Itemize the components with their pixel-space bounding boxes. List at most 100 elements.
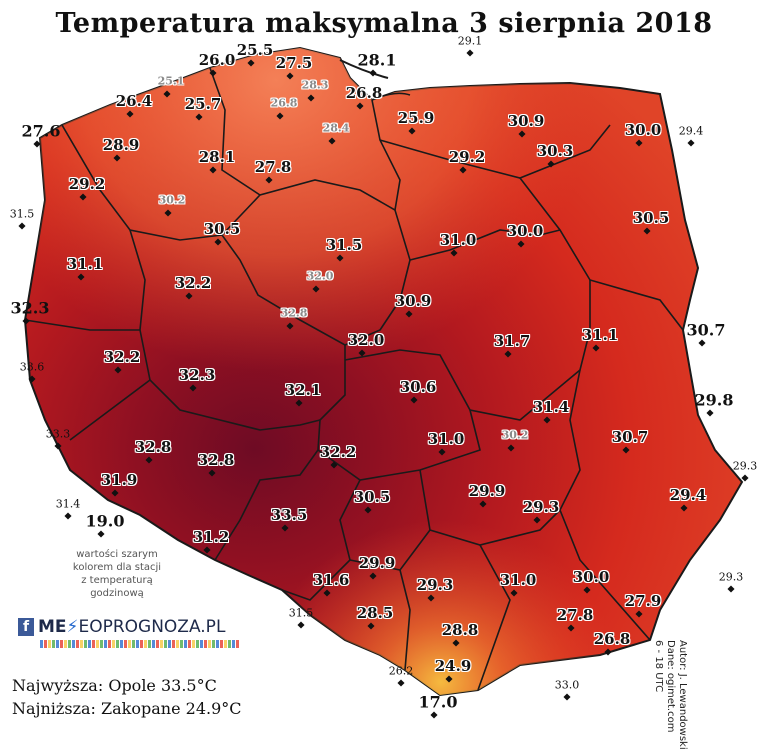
station-temperature: 25.1 bbox=[157, 74, 185, 88]
station-temperature: 30.0 bbox=[572, 568, 610, 586]
station-temperature: 32.8 bbox=[280, 306, 308, 320]
station-temperature: 25.7 bbox=[184, 95, 222, 113]
credit-line: Autor: J. Lewandowski bbox=[677, 640, 688, 750]
station-temperature: 31.7 bbox=[493, 332, 531, 350]
facebook-icon: f bbox=[18, 618, 34, 636]
station-temperature: 29.3 bbox=[416, 576, 454, 594]
station-temperature: 26.8 bbox=[270, 96, 298, 110]
station-temperature: 32.1 bbox=[284, 381, 322, 399]
station-temperature: 30.5 bbox=[353, 488, 391, 506]
poland-map bbox=[23, 46, 744, 697]
station-temperature: 33.0 bbox=[554, 678, 580, 692]
note-line: godzinową bbox=[90, 588, 144, 599]
logo-text-right: EOPROGNOZA.PL bbox=[78, 617, 226, 637]
station-temperature: 31.1 bbox=[66, 255, 104, 273]
station-temperature: 30.5 bbox=[632, 209, 670, 227]
station-temperature: 25.9 bbox=[397, 109, 435, 127]
station-temperature: 31.4 bbox=[55, 497, 81, 511]
station-temperature: 28.1 bbox=[198, 148, 236, 166]
station-temperature: 30.7 bbox=[686, 320, 726, 340]
station-temperature: 31.5 bbox=[288, 606, 314, 620]
station-temperature: 30.5 bbox=[203, 220, 241, 238]
station-temperature: 31.0 bbox=[427, 430, 465, 448]
station-temperature: 28.9 bbox=[102, 136, 140, 154]
station-temperature: 30.6 bbox=[399, 378, 437, 396]
station-temperature: 32.0 bbox=[347, 331, 385, 349]
voivodeship-borders bbox=[24, 67, 684, 691]
station-temperature: 30.2 bbox=[501, 428, 529, 442]
station-temperature: 26.2 bbox=[388, 664, 414, 678]
station-temperature: 32.2 bbox=[103, 348, 141, 366]
station-temperature: 29.3 bbox=[718, 570, 744, 584]
station-temperature: 31.5 bbox=[325, 236, 363, 254]
note-line: kolorem dla stacji bbox=[72, 562, 162, 573]
station-temperature: 29.1 bbox=[457, 34, 483, 48]
station-temperature: 33.3 bbox=[45, 427, 71, 441]
station-temperature: 29.3 bbox=[522, 498, 560, 516]
map-stage: Temperatura maksymalna 3 sierpnia 2018 2… bbox=[9, 8, 758, 750]
author-credit: Autor: J. Lewandowski Dane: ogimet.com 6… bbox=[652, 640, 688, 750]
meteoprognoza-logo: f ME ⚡ EOPROGNOZA.PL bbox=[18, 615, 225, 639]
station-temperature: 32.3 bbox=[10, 298, 50, 318]
station-temperature: 28.4 bbox=[322, 121, 350, 135]
station-temperature: 31.6 bbox=[312, 571, 350, 589]
station-temperature: 33.5 bbox=[270, 506, 308, 524]
station-temperature: 32.8 bbox=[197, 451, 235, 469]
grey-values-note: wartości szarym kolorem dla stacji z tem… bbox=[52, 548, 182, 600]
station-temperature: 28.5 bbox=[356, 604, 394, 622]
station-temperature: 30.9 bbox=[394, 292, 432, 310]
station-temperature: 26.8 bbox=[345, 84, 383, 102]
station-temperature: 26.4 bbox=[115, 92, 153, 110]
vistula-spit bbox=[371, 92, 411, 101]
station-temperature: 30.0 bbox=[624, 121, 662, 139]
station-temperature: 32.2 bbox=[319, 443, 357, 461]
highest-temperature: Najwyższa: Opole 33.5°C bbox=[12, 676, 217, 695]
station-temperature: 28.1 bbox=[357, 50, 397, 70]
station-temperature: 30.3 bbox=[536, 142, 574, 160]
logo-color-bar bbox=[40, 640, 240, 648]
lightning-icon: ⚡ bbox=[66, 617, 79, 637]
station-temperature: 31.0 bbox=[499, 571, 537, 589]
station-temperature: 24.9 bbox=[434, 657, 472, 675]
station-temperature: 27.8 bbox=[556, 606, 594, 624]
station-temperature: 26.0 bbox=[198, 51, 236, 69]
station-temperature: 29.4 bbox=[669, 486, 707, 504]
lowest-temperature: Najniższa: Zakopane 24.9°C bbox=[12, 699, 242, 718]
station-temperature: 26.8 bbox=[593, 630, 631, 648]
note-line: z temperaturą bbox=[81, 575, 153, 586]
station-temperature: 29.3 bbox=[732, 459, 758, 473]
station-temperature: 27.6 bbox=[21, 121, 61, 141]
station-temperature: 31.2 bbox=[192, 528, 230, 546]
station-temperature: 31.0 bbox=[439, 231, 477, 249]
logo-text-left: ME bbox=[38, 617, 67, 637]
station-temperature: 30.9 bbox=[507, 112, 545, 130]
station-temperature: 29.8 bbox=[694, 390, 734, 410]
station-temperature: 31.5 bbox=[9, 207, 35, 221]
station-temperature: 31.9 bbox=[100, 471, 138, 489]
station-temperature: 30.0 bbox=[506, 222, 544, 240]
station-temperature: 32.8 bbox=[134, 438, 172, 456]
station-temperature: 29.2 bbox=[448, 148, 486, 166]
station-temperature: 28.3 bbox=[301, 78, 329, 92]
station-temperature: 30.7 bbox=[611, 428, 649, 446]
station-temperature: 32.3 bbox=[178, 366, 216, 384]
station-temperature: 19.0 bbox=[85, 511, 125, 531]
station-temperature: 29.4 bbox=[678, 124, 704, 138]
station-temperature: 32.0 bbox=[306, 269, 334, 283]
station-temperature: 27.8 bbox=[254, 158, 292, 176]
map-title: Temperatura maksymalna 3 sierpnia 2018 bbox=[55, 8, 713, 39]
station-temperature: 31.1 bbox=[581, 326, 619, 344]
station-temperature: 17.0 bbox=[418, 692, 458, 712]
station-temperature: 33.6 bbox=[19, 360, 45, 374]
station-temperature: 32.2 bbox=[174, 274, 212, 292]
station-temperature: 29.9 bbox=[468, 482, 506, 500]
station-temperature: 27.9 bbox=[624, 592, 662, 610]
note-line: wartości szarym bbox=[76, 549, 158, 560]
station-temperature: 30.2 bbox=[158, 193, 186, 207]
station-temperature: 29.9 bbox=[358, 554, 396, 572]
station-temperature: 29.2 bbox=[68, 175, 106, 193]
station-temperature: 25.5 bbox=[236, 41, 274, 59]
credit-line: Dane: ogimet.com bbox=[665, 640, 676, 733]
station-temperature: 28.8 bbox=[441, 621, 479, 639]
credit-line: 6 - 18 UTC bbox=[653, 640, 664, 693]
